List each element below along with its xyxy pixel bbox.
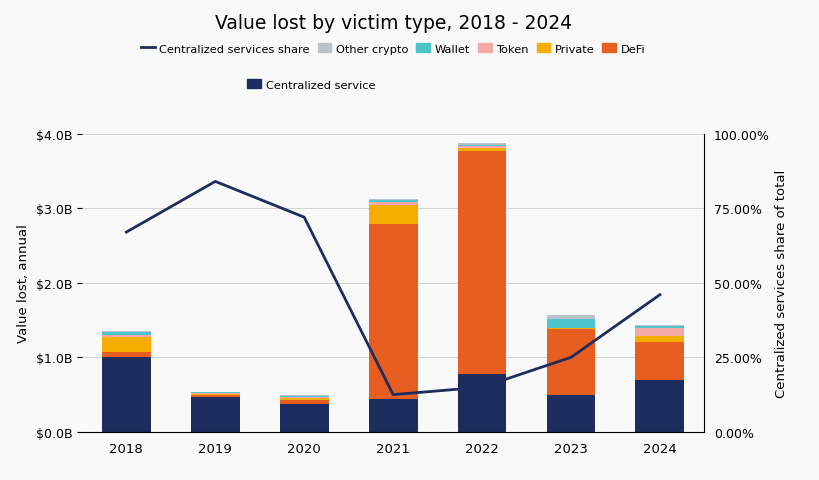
Bar bbox=[458, 148, 506, 152]
Bar bbox=[546, 329, 595, 395]
Bar bbox=[191, 393, 240, 394]
Bar bbox=[546, 328, 595, 329]
Y-axis label: Centralized services share of total: Centralized services share of total bbox=[776, 169, 789, 397]
Bar bbox=[280, 396, 328, 397]
Bar bbox=[458, 375, 506, 432]
Bar bbox=[369, 206, 418, 225]
Bar bbox=[102, 337, 151, 352]
Bar bbox=[369, 225, 418, 399]
Bar bbox=[191, 397, 240, 432]
Bar bbox=[102, 358, 151, 432]
Bar bbox=[546, 315, 595, 320]
Bar bbox=[458, 152, 506, 375]
Bar bbox=[636, 380, 685, 432]
Bar bbox=[280, 404, 328, 432]
Bar bbox=[636, 336, 685, 343]
Bar bbox=[102, 352, 151, 358]
Bar bbox=[369, 203, 418, 206]
Bar bbox=[191, 394, 240, 396]
Bar bbox=[280, 400, 328, 404]
Bar bbox=[280, 397, 328, 398]
Y-axis label: Value lost, annual: Value lost, annual bbox=[17, 224, 30, 343]
Bar bbox=[546, 320, 595, 328]
Bar bbox=[191, 392, 240, 393]
Bar bbox=[458, 147, 506, 148]
Legend: Centralized services share, Other crypto, Wallet, Token, Private, DeFi: Centralized services share, Other crypto… bbox=[136, 39, 650, 59]
Bar bbox=[458, 145, 506, 147]
Bar bbox=[102, 336, 151, 337]
Bar bbox=[369, 399, 418, 432]
Bar bbox=[636, 325, 685, 326]
Bar bbox=[369, 201, 418, 203]
Bar bbox=[102, 332, 151, 335]
Bar bbox=[102, 331, 151, 332]
Text: Value lost by victim type, 2018 - 2024: Value lost by victim type, 2018 - 2024 bbox=[215, 14, 572, 34]
Bar bbox=[546, 395, 595, 432]
Bar bbox=[636, 329, 685, 336]
Bar bbox=[458, 144, 506, 145]
Bar bbox=[636, 343, 685, 380]
Legend: Centralized service: Centralized service bbox=[242, 75, 380, 95]
Bar bbox=[369, 199, 418, 201]
Bar bbox=[191, 396, 240, 397]
Bar bbox=[636, 326, 685, 329]
Bar bbox=[280, 398, 328, 400]
